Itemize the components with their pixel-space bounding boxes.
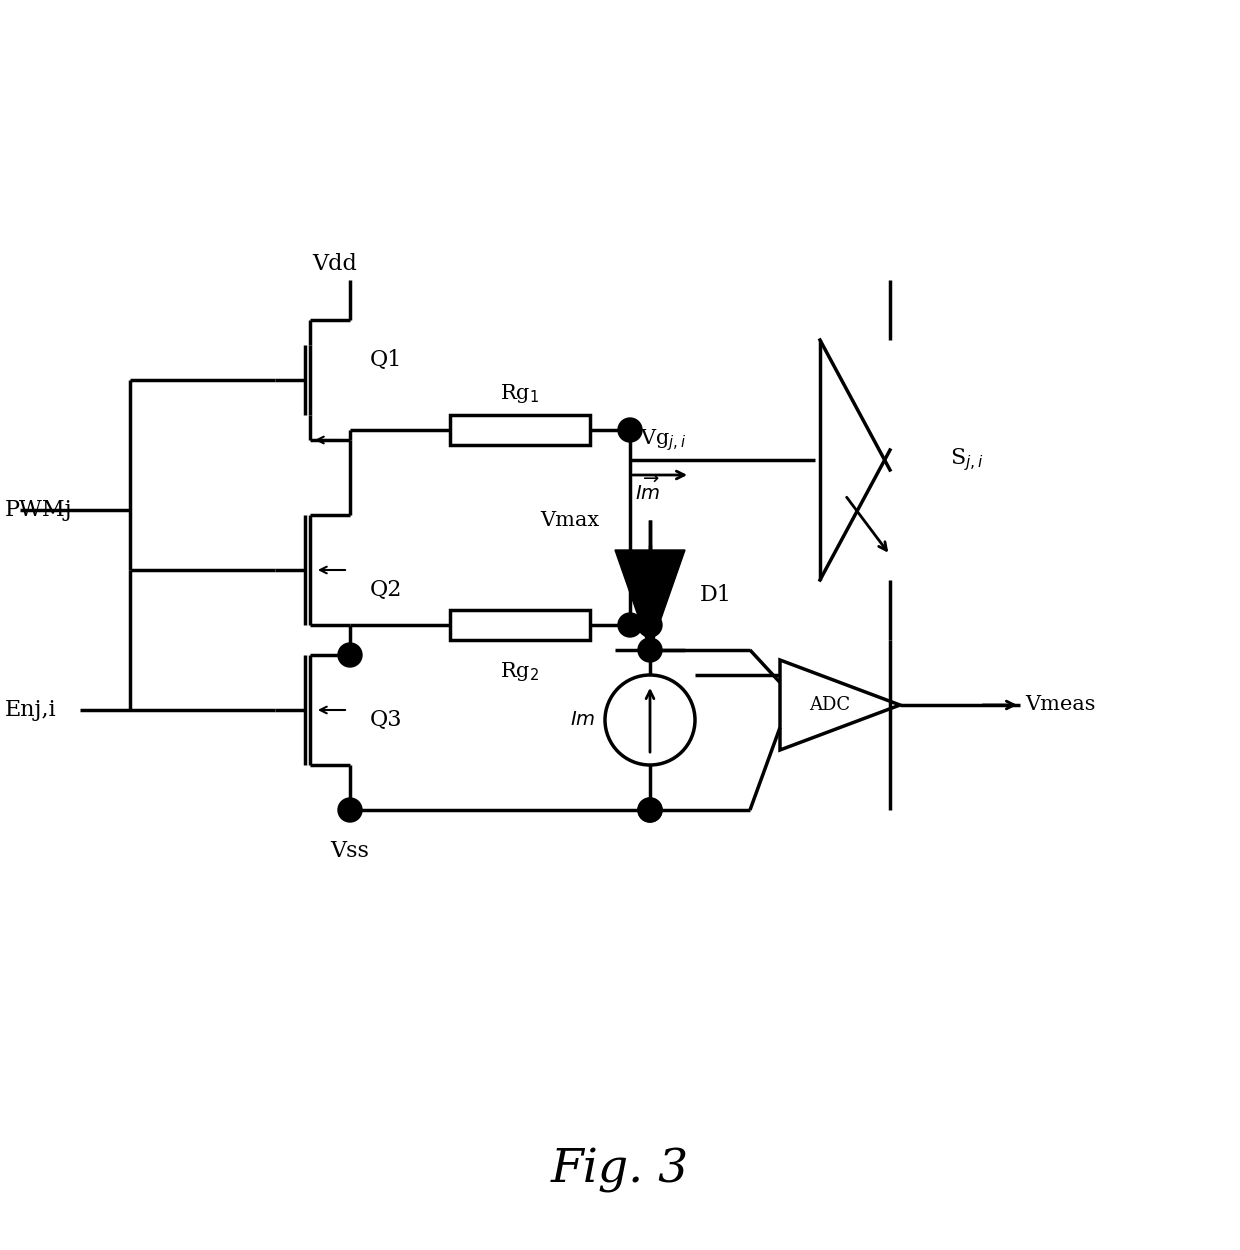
Text: Vmax: Vmax: [541, 511, 600, 530]
Circle shape: [639, 612, 662, 638]
Circle shape: [639, 798, 662, 822]
Text: S$_{j,i}$: S$_{j,i}$: [950, 446, 985, 474]
Polygon shape: [615, 550, 684, 650]
Circle shape: [339, 798, 362, 822]
Circle shape: [639, 798, 662, 822]
Circle shape: [618, 612, 642, 638]
Text: Q1: Q1: [370, 349, 402, 371]
Text: $\overrightarrow{Im}$: $\overrightarrow{Im}$: [635, 476, 661, 504]
Text: Vmeas: Vmeas: [1025, 695, 1095, 715]
Text: Q2: Q2: [370, 579, 402, 601]
Text: Enj,i: Enj,i: [5, 699, 57, 721]
FancyBboxPatch shape: [450, 415, 590, 445]
Text: Q3: Q3: [370, 709, 403, 731]
Text: Rg$_2$: Rg$_2$: [501, 660, 539, 682]
Text: $Im$: $Im$: [569, 711, 595, 729]
Text: Vss: Vss: [331, 840, 370, 862]
Circle shape: [639, 638, 662, 662]
Circle shape: [339, 642, 362, 668]
Circle shape: [618, 418, 642, 442]
Text: D1: D1: [701, 584, 732, 606]
Text: Vdd: Vdd: [312, 253, 357, 275]
FancyBboxPatch shape: [450, 610, 590, 640]
Text: PWMj: PWMj: [5, 499, 73, 521]
Text: Rg$_1$: Rg$_1$: [501, 382, 539, 405]
Text: Vg$_{j,i}$: Vg$_{j,i}$: [640, 428, 687, 452]
Text: Fig. 3: Fig. 3: [551, 1148, 689, 1192]
Text: ADC: ADC: [810, 696, 851, 714]
